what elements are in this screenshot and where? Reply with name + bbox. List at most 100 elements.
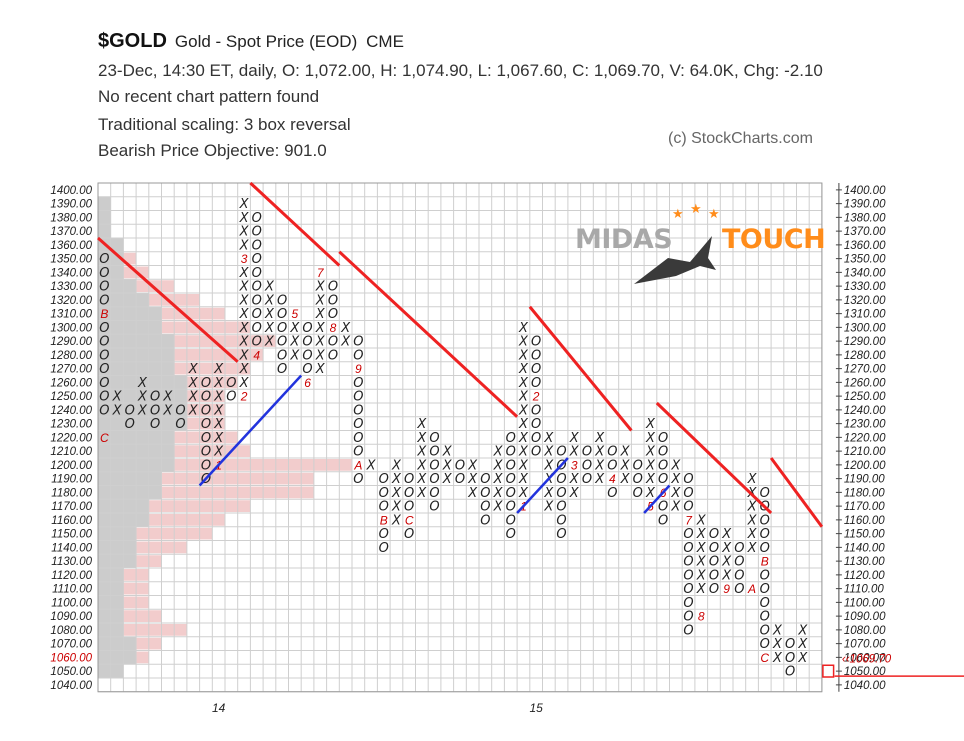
- o-mark: O: [785, 651, 795, 666]
- x-mark: X: [467, 486, 478, 501]
- volume-bar-grey: [98, 210, 111, 225]
- o-mark: O: [404, 527, 414, 542]
- o-mark: O: [556, 486, 566, 501]
- o-mark: O: [760, 623, 770, 638]
- o-mark: O: [429, 431, 439, 446]
- x-mark: X: [239, 266, 250, 281]
- scaling-line: Traditional scaling: 3 box reversal: [98, 115, 351, 134]
- y-tick-label-right: 1350.00: [844, 254, 886, 266]
- o-mark: O: [125, 403, 135, 418]
- o-mark: O: [760, 527, 770, 542]
- x-axis-label: 14: [212, 701, 226, 715]
- o-mark: O: [455, 458, 465, 473]
- volume-bar-pink: [98, 486, 314, 499]
- volume-bar-grey: [98, 554, 137, 568]
- x-mark: X: [620, 445, 631, 460]
- y-tick-label-left: 1180.00: [51, 487, 92, 499]
- y-tick-label-left: 1390.00: [50, 199, 92, 211]
- x-mark: X: [670, 472, 681, 487]
- o-mark: O: [302, 348, 312, 363]
- o-mark: O: [429, 486, 439, 501]
- o-mark: O: [252, 266, 262, 281]
- o-mark: O: [633, 472, 643, 487]
- y-tick-label-right: 1290.00: [844, 336, 886, 348]
- volume-bar-grey: [98, 403, 187, 417]
- month-marker: 7: [317, 266, 325, 280]
- chart-header: $GOLD Gold - Spot Price (EOD) CME: [98, 30, 404, 53]
- o-mark: O: [252, 280, 262, 295]
- o-mark: O: [658, 445, 668, 460]
- month-marker: C: [100, 431, 109, 445]
- bullish-support-line: [198, 374, 303, 487]
- last-price-label: ‹‹1069.70: [842, 653, 892, 665]
- month-marker: B: [761, 555, 769, 569]
- o-mark: O: [734, 568, 744, 583]
- y-tick-label-right: 1270.00: [844, 364, 886, 376]
- x-mark: X: [391, 458, 402, 473]
- o-mark: O: [201, 417, 211, 432]
- x-mark: X: [543, 500, 554, 515]
- volume-bar-pink: [98, 541, 187, 554]
- y-tick-label-right: 1070.00: [844, 639, 886, 651]
- x-mark: X: [772, 651, 783, 666]
- o-mark: O: [379, 527, 389, 542]
- x-mark: X: [518, 390, 529, 405]
- o-mark: O: [760, 568, 770, 583]
- o-mark: O: [302, 335, 312, 350]
- o-mark: O: [531, 445, 541, 460]
- last-price-box: [822, 664, 835, 678]
- volume-bar-grey: [98, 485, 162, 500]
- x-mark: X: [569, 445, 580, 460]
- x-mark: X: [747, 500, 758, 515]
- x-mark: X: [239, 225, 250, 240]
- x-mark: X: [391, 472, 402, 487]
- month-marker: B: [380, 513, 388, 527]
- bearish-resistance-line: [97, 236, 239, 363]
- o-mark: O: [683, 596, 693, 611]
- y-tick-label-left: 1350.00: [50, 254, 92, 266]
- month-marker: 6: [304, 376, 311, 390]
- volume-bar-grey: [98, 389, 187, 403]
- o-mark: O: [150, 403, 160, 418]
- month-marker: C: [760, 651, 769, 665]
- o-mark: O: [201, 390, 211, 405]
- o-mark: O: [480, 472, 490, 487]
- y-tick-label-left: 1280.00: [50, 350, 92, 362]
- x-mark: X: [467, 458, 478, 473]
- month-marker: 4: [609, 472, 616, 486]
- o-mark: O: [252, 211, 262, 226]
- y-tick-label-right: 1320.00: [844, 295, 886, 307]
- o-mark: O: [252, 307, 262, 322]
- o-mark: O: [760, 610, 770, 625]
- o-mark: O: [709, 555, 719, 570]
- y-tick-label-right: 1180.00: [844, 487, 885, 499]
- o-mark: O: [379, 500, 389, 515]
- o-mark: O: [556, 472, 566, 487]
- o-mark: O: [379, 541, 389, 556]
- volume-bar-grey: [98, 320, 162, 335]
- x-mark: X: [213, 403, 224, 418]
- x-mark: X: [416, 431, 427, 446]
- bull-head-icon: [634, 236, 716, 284]
- x-mark: X: [518, 486, 529, 501]
- y-tick-label-left: 1220.00: [50, 432, 92, 444]
- month-marker: 2: [532, 390, 540, 404]
- o-mark: O: [531, 403, 541, 418]
- x-mark: X: [645, 472, 656, 487]
- volume-bar-pink: [98, 349, 264, 361]
- o-mark: O: [379, 486, 389, 501]
- o-mark: O: [633, 486, 643, 501]
- star-icon: ★: [672, 206, 684, 221]
- x-mark: X: [747, 527, 758, 542]
- x-mark: X: [797, 651, 808, 666]
- o-mark: O: [658, 458, 668, 473]
- x-mark: X: [239, 376, 250, 391]
- x-mark: X: [264, 307, 275, 322]
- x-mark: X: [239, 211, 250, 226]
- y-tick-label-right: 1090.00: [844, 611, 886, 623]
- x-mark: X: [696, 513, 707, 528]
- y-tick-label-right: 1060.00: [844, 652, 886, 664]
- o-mark: O: [582, 472, 592, 487]
- x-mark: X: [670, 458, 681, 473]
- x-mark: X: [416, 472, 427, 487]
